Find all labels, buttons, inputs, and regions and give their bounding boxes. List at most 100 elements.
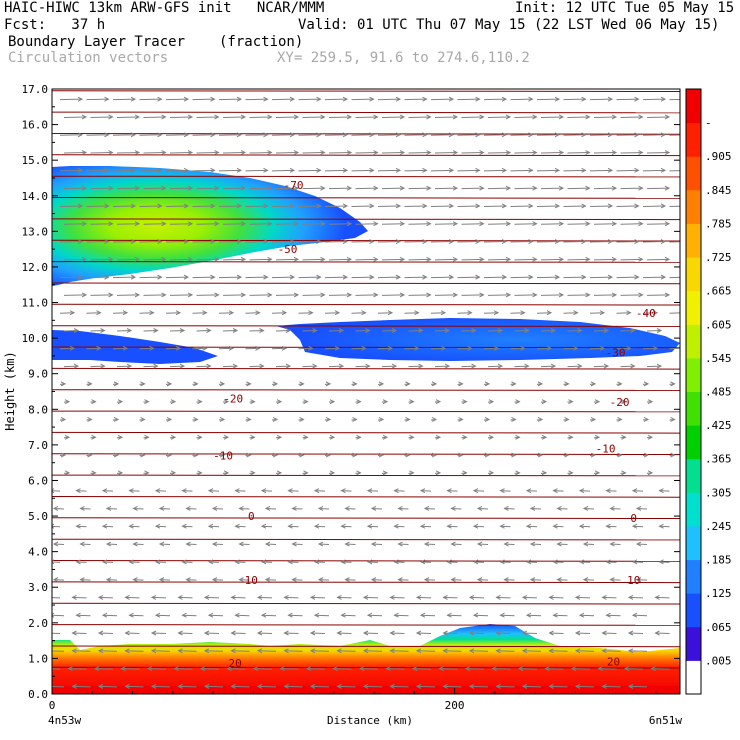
wind-vector [632, 490, 644, 492]
wind-vector [52, 597, 61, 599]
wind-vector [218, 169, 242, 172]
wind-vector-head [452, 185, 459, 191]
wind-vector [367, 614, 383, 617]
wind-vector [265, 507, 277, 510]
wind-vector [112, 169, 136, 172]
wind-vector [235, 490, 246, 492]
wind-vector-head [210, 167, 216, 173]
wind-vector [98, 685, 118, 688]
wind-vector-head [528, 132, 534, 138]
wind-vector [563, 241, 586, 243]
wind-vector [284, 596, 299, 599]
wind-vector [324, 276, 348, 279]
wind-vector [408, 330, 423, 332]
wind-vector-head [87, 452, 93, 458]
wind-vector-head [660, 96, 667, 102]
wind-vector-head [303, 434, 309, 440]
wind-vector-head [281, 310, 288, 316]
wind-vector-head [643, 452, 650, 458]
wind-vector-head [479, 185, 485, 191]
contour-line [52, 496, 680, 498]
wind-vector [63, 294, 87, 296]
wind-vector-head [605, 523, 611, 529]
wind-vector [598, 668, 617, 670]
wind-vector-head [336, 683, 342, 689]
wind-vector [628, 596, 644, 599]
wind-vector-head [431, 452, 438, 458]
wind-vector-head [362, 594, 369, 600]
wind-vector [620, 116, 643, 118]
wind-vector-head [479, 221, 485, 227]
wind-vector [549, 632, 564, 634]
wind-vector [261, 525, 273, 528]
wind-vector [86, 169, 109, 172]
wind-vector-head [585, 256, 591, 262]
wind-vector [659, 561, 670, 563]
wind-vector [593, 294, 617, 296]
wind-vector-head [638, 221, 644, 227]
wind-vector [169, 258, 193, 261]
tracer-upper-plume [52, 166, 368, 286]
contour-label: 10 [627, 574, 640, 587]
wind-vector [355, 294, 378, 296]
wind-vector-head [81, 221, 88, 227]
wind-vector-head [352, 381, 358, 387]
wind-vector [253, 668, 273, 670]
wind-vector [186, 507, 197, 510]
wind-vector [275, 294, 299, 296]
wind-vector [530, 543, 542, 546]
wind-vector-head [581, 96, 587, 102]
wind-vector [540, 152, 564, 154]
wind-vector-head [468, 630, 475, 636]
wind-vector-head [548, 630, 554, 636]
wind-vector-head [621, 399, 627, 405]
wind-vector-head [387, 310, 394, 316]
wind-vector-head [369, 274, 375, 280]
wind-vector [318, 507, 330, 510]
wind-vector [222, 330, 238, 332]
wind-vector [575, 596, 591, 599]
wind-vector [178, 596, 193, 599]
contour-line [52, 261, 680, 263]
wind-vector [112, 98, 136, 101]
contour-line [52, 538, 680, 541]
wind-vector [351, 312, 366, 314]
wind-vector-head [505, 185, 512, 191]
wind-vector-head [234, 559, 240, 565]
wind-vector-head [603, 328, 610, 333]
wind-vector [451, 507, 462, 510]
contour-label: 0 [630, 512, 637, 525]
wind-vector [390, 596, 405, 599]
wind-vector-head [183, 239, 190, 244]
wind-vector-head [329, 399, 336, 405]
wind-vector-head [124, 648, 130, 654]
wind-vector [394, 561, 405, 563]
wind-vector-head [356, 470, 362, 476]
wind-vector-head [232, 328, 239, 333]
wind-vector [302, 330, 317, 332]
wind-vector-head [134, 221, 141, 227]
wind-vector [231, 685, 250, 688]
wind-vector-head [546, 310, 553, 316]
wind-vector [231, 632, 246, 634]
wind-vector-head [475, 96, 481, 102]
wind-vector-head [366, 559, 373, 565]
wind-vector [139, 276, 162, 279]
wind-vector [314, 561, 326, 563]
wind-vector [116, 258, 140, 261]
contour-line [52, 602, 680, 605]
wind-vector-head [475, 274, 481, 280]
wind-vector-head [236, 239, 243, 244]
wind-vector [249, 258, 272, 261]
wind-vector-head [197, 470, 203, 476]
wind-vector-head [313, 523, 320, 529]
wind-vector [86, 98, 109, 101]
wind-vector [129, 561, 140, 563]
wind-vector [333, 668, 352, 670]
wind-vector [593, 187, 617, 190]
wind-vector [337, 596, 352, 599]
wind-vector [139, 134, 162, 136]
wind-vector [284, 650, 303, 652]
wind-vector-head [458, 381, 464, 387]
wind-vector [377, 205, 401, 207]
